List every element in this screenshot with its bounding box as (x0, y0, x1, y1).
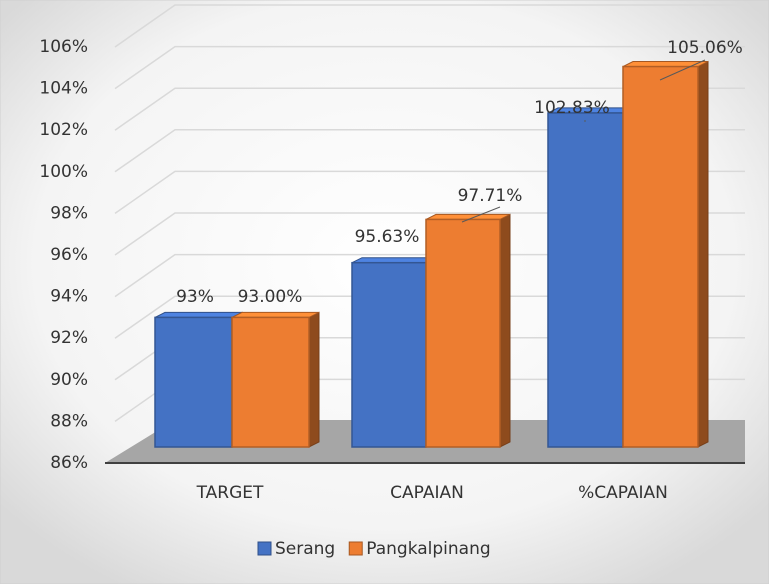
bar-side (697, 60, 709, 448)
data-label: 102.83% (534, 98, 610, 118)
leader-line (461, 206, 501, 223)
y-tick-label: 96% (50, 245, 88, 265)
legend-label: Serang (275, 539, 335, 559)
data-label: 93.00% (238, 287, 303, 307)
grid-line (114, 45, 745, 90)
x-tick-label: CAPAIAN (390, 483, 464, 503)
legend-swatch (348, 541, 363, 556)
bar (547, 107, 634, 448)
bar-side (499, 213, 511, 448)
y-tick-label: 98% (50, 203, 88, 223)
leader-line (659, 59, 706, 81)
bar (154, 311, 243, 448)
grid-line (114, 4, 745, 48)
bar-front (425, 218, 501, 448)
x-tick-label: %CAPAIAN (578, 483, 668, 503)
grid-line (114, 87, 745, 131)
data-label: 93% (176, 287, 214, 307)
bar-front (622, 65, 699, 448)
y-tick-label: 102% (39, 120, 88, 140)
data-label: 97.71% (458, 186, 523, 206)
x-tick-label: TARGET (196, 483, 264, 503)
legend-label: Pangkalpinang (366, 539, 490, 559)
bar-front (547, 112, 624, 448)
bar (231, 311, 320, 448)
bar (351, 256, 437, 448)
y-tick-label: 94% (50, 287, 88, 307)
bar-top (154, 311, 243, 318)
bar-front (351, 261, 427, 448)
bar-top (351, 257, 437, 264)
y-tick-label: 106% (39, 37, 88, 57)
y-tick-label: 90% (50, 370, 88, 390)
bar-front (231, 316, 310, 448)
y-tick-label: 100% (39, 162, 88, 182)
bar (425, 213, 511, 448)
bar-top (231, 311, 320, 318)
data-label: 105.06% (667, 38, 743, 58)
bar-side (308, 311, 320, 448)
y-tick-label: 92% (50, 328, 88, 348)
y-tick-label: 86% (50, 453, 88, 473)
y-tick-label: 88% (50, 411, 88, 431)
data-label: 95.63% (355, 227, 420, 247)
legend-swatch (257, 541, 272, 556)
bar-front (154, 316, 233, 448)
y-tick-label: 104% (39, 79, 88, 99)
bar (622, 60, 709, 448)
